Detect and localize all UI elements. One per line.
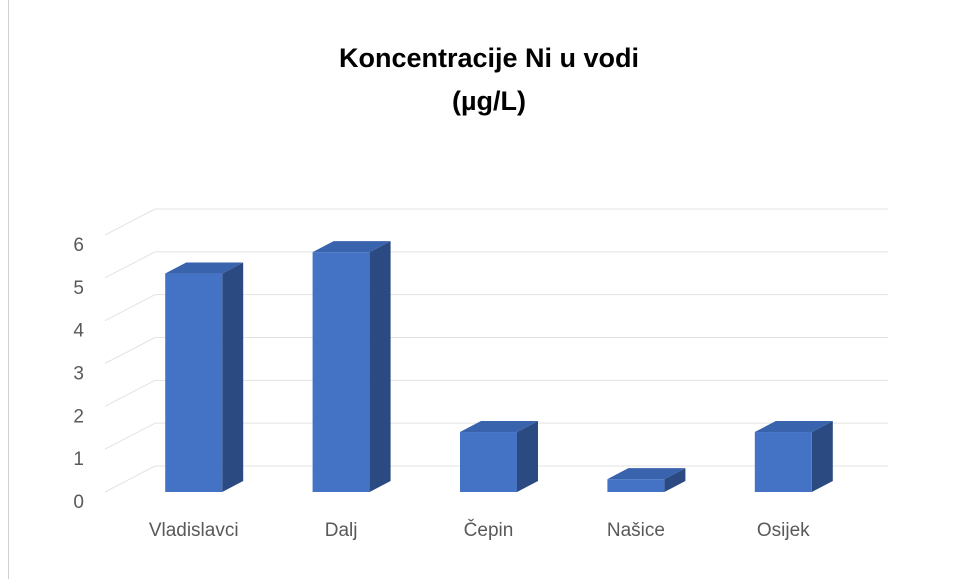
bar — [754, 432, 812, 492]
bar — [607, 479, 665, 492]
bar — [312, 252, 370, 492]
grid-line — [104, 294, 156, 322]
chart-title: Koncentracije Ni u vodi — [339, 43, 639, 73]
x-tick-label: Čepin — [464, 519, 514, 541]
grid-line — [104, 379, 156, 407]
bar-side — [222, 262, 244, 492]
y-tick-label: 3 — [73, 364, 84, 385]
y-tick-label: 6 — [73, 235, 84, 256]
bar-top — [165, 262, 244, 274]
grid-line — [104, 465, 156, 493]
x-tick-label: Našice — [607, 520, 665, 541]
bar-top — [754, 421, 833, 433]
bar-side — [369, 241, 391, 492]
y-tick-label: 0 — [73, 492, 84, 513]
y-tick-label: 1 — [73, 449, 84, 470]
y-tick-label: 2 — [73, 406, 84, 427]
x-tick-label: Dalj — [325, 520, 358, 541]
bar-side — [517, 421, 538, 492]
x-tick-label: Osijek — [757, 520, 810, 541]
bar-side — [811, 421, 833, 492]
chart-title: (µg/L) — [452, 86, 526, 116]
bar — [165, 273, 223, 492]
y-tick-label: 4 — [73, 321, 84, 342]
bar-top — [312, 241, 391, 253]
bar-top — [460, 421, 538, 433]
bar — [460, 432, 517, 492]
grid-line — [104, 208, 156, 236]
grid-line — [104, 337, 156, 364]
grid-line — [104, 422, 156, 450]
y-tick-label: 5 — [73, 278, 84, 299]
bar-top — [607, 468, 686, 480]
x-tick-label: Vladislavci — [149, 520, 239, 541]
bar-side — [664, 468, 686, 492]
grid-line — [104, 251, 156, 279]
